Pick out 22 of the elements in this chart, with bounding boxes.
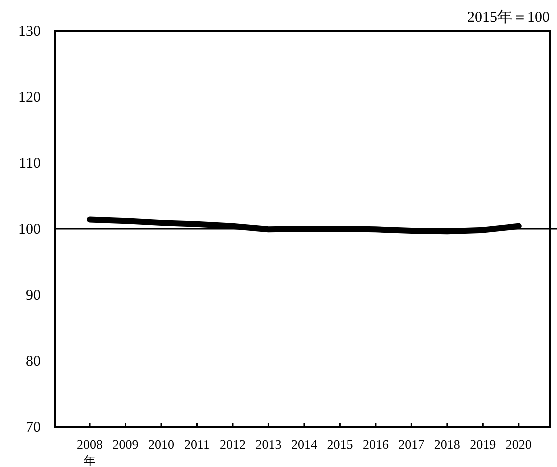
x-tick-label: 2012: [220, 437, 246, 452]
y-tick-label: 90: [26, 288, 41, 304]
x-tick-label: 2018: [434, 437, 460, 452]
x-tick-label: 2009: [112, 437, 139, 452]
y-tick-label: 70: [26, 420, 41, 436]
x-tick-label: 2014: [291, 437, 318, 452]
x-tick-label: 2013: [256, 437, 282, 452]
y-tick-label: 120: [18, 90, 41, 106]
x-tick-label: 2016: [362, 437, 390, 452]
x-tick-label: 2011: [184, 437, 210, 452]
x-axis-title: 年: [84, 454, 96, 467]
y-tick-label: 130: [18, 24, 41, 40]
text: 2015年＝100: [468, 9, 550, 26]
x-tick-label: 2017: [398, 437, 426, 452]
y-tick-label: 100: [18, 222, 41, 238]
y-tick-label: 110: [19, 156, 41, 172]
x-tick-label: 2010: [148, 437, 175, 452]
x-tick-label: 2020: [506, 437, 532, 452]
x-tick-label: 2008: [77, 437, 104, 452]
x-tick-label: 2015: [327, 437, 354, 452]
x-tick-label: 2019: [470, 437, 496, 452]
y-tick-label: 80: [26, 354, 41, 370]
